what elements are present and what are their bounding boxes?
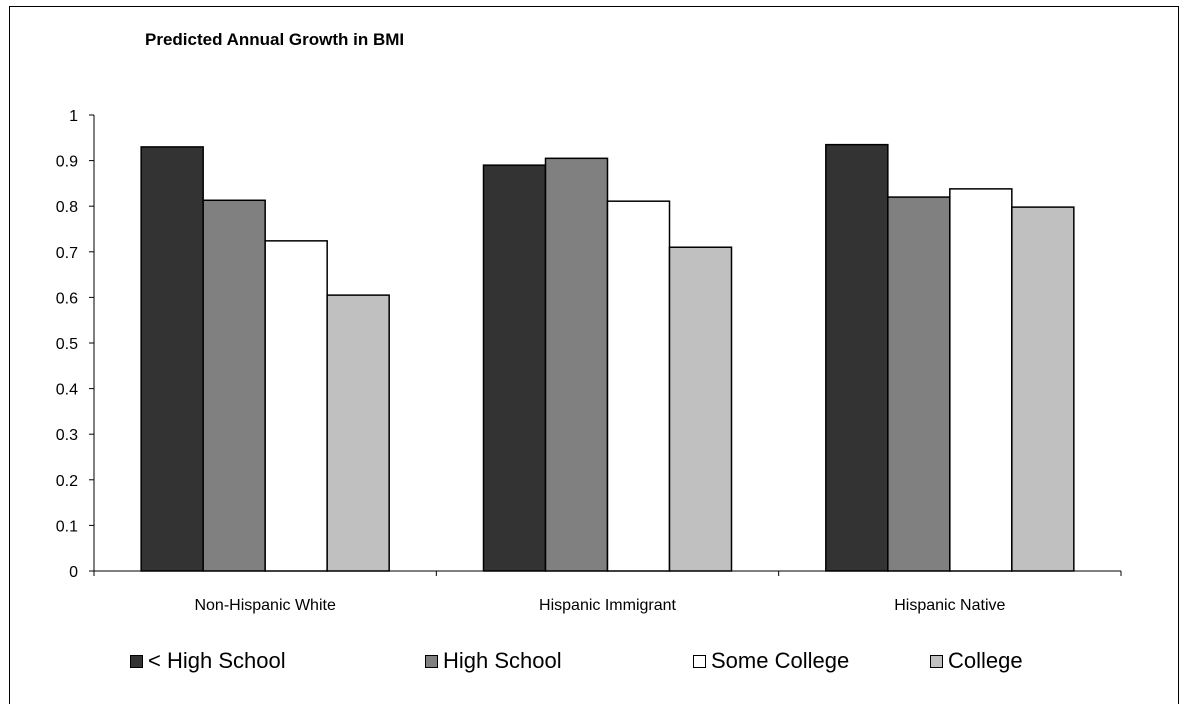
legend-item: Some College	[693, 648, 849, 674]
legend-label: Some College	[711, 648, 850, 673]
x-category-label: Hispanic Immigrant	[539, 597, 676, 614]
bar	[326, 294, 390, 572]
legend-item: College	[930, 648, 1023, 674]
legend-label: College	[948, 648, 1023, 673]
bar	[887, 196, 951, 572]
bar	[482, 164, 547, 572]
bar	[825, 143, 889, 572]
bar-chart: 0 0.1 0.2 0.3 0.4 0.5 0.6 0.7 0.8 0.9 1 Non-Hispani…	[56, 108, 1122, 614]
y-tick-label: 0.6	[56, 290, 78, 307]
y-tick-label: 0.9	[56, 154, 78, 171]
bar	[606, 200, 671, 572]
x-category-label: Hispanic Native	[894, 597, 1005, 614]
chart-legend: < High School High School Some College Coll…	[0, 648, 1186, 678]
bar	[1011, 206, 1075, 572]
y-tick-label: 0.1	[56, 518, 78, 535]
legend-swatch	[425, 654, 438, 668]
y-tick-label: 0.7	[56, 245, 78, 262]
bar	[544, 157, 609, 572]
legend-item: High School	[425, 648, 562, 674]
bar	[668, 246, 733, 572]
bar	[949, 188, 1013, 572]
y-tick-label: 0.4	[56, 382, 78, 399]
legend-label: < High School	[148, 648, 286, 673]
x-category-label: Non-Hispanic White	[194, 597, 335, 614]
bar	[264, 240, 328, 572]
y-tick-label: 0.3	[56, 427, 78, 444]
legend-swatch	[693, 654, 706, 668]
bar	[202, 199, 266, 572]
legend-label: High School	[443, 648, 562, 673]
y-tick-label: 0.8	[56, 199, 78, 216]
legend-item: < High School	[130, 648, 286, 674]
legend-swatch	[930, 654, 943, 668]
y-tick-label: 0	[69, 564, 78, 581]
bar	[140, 146, 204, 572]
y-tick-label: 0.5	[56, 336, 78, 353]
y-tick-label: 0.2	[56, 473, 78, 490]
chart-title: Predicted Annual Growth in BMI	[145, 30, 405, 49]
legend-swatch	[130, 654, 143, 668]
y-tick-label: 1	[69, 108, 78, 125]
